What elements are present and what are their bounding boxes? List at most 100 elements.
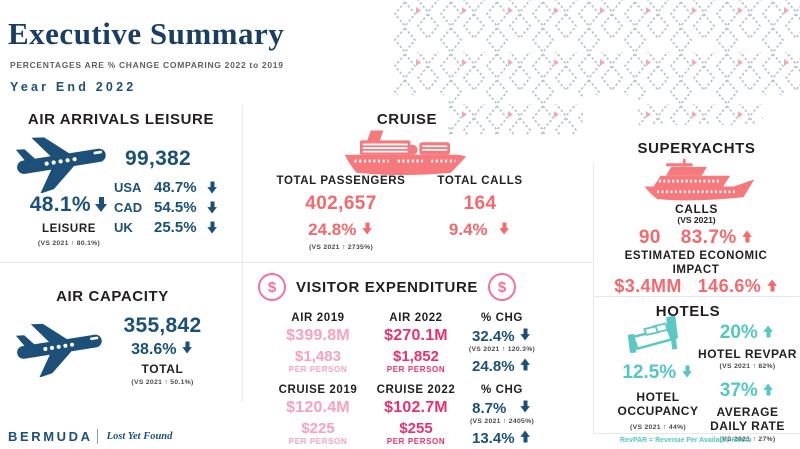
exp-cruise-2019: CRUISE 2019 $120.4M $225 PER PERSON — [248, 384, 388, 446]
cell-label: CRUISE 2022 — [376, 384, 456, 396]
cruise-ship-icon — [344, 130, 467, 176]
cell-per-label: PER PERSON — [386, 437, 446, 446]
market-name: CAD — [114, 199, 143, 215]
hotel-revpar-stat: 20% HOTEL REVPAR (VS 2021 ↑ 82%) — [695, 322, 800, 370]
down-arrow-icon — [520, 328, 530, 341]
leisure-label: LEISURE — [41, 223, 97, 235]
divider-horizontal-right-bottom — [593, 433, 800, 434]
yacht-impact-value: $3.4MM — [614, 276, 682, 296]
market-pct: 25.5% — [154, 218, 197, 236]
market-pct: 48.7% — [154, 178, 197, 196]
passengers-label: TOTAL PASSENGERS — [276, 175, 406, 187]
calls-pct: 9.4% — [448, 220, 488, 239]
brand-name: BERMUDA — [8, 429, 93, 444]
adr-label-line2: DAILY RATE — [710, 419, 785, 434]
down-arrow-icon — [681, 365, 692, 378]
revpar-pct: 20% — [719, 322, 758, 343]
occupancy-vs-note: (VS 2021 ↑ 44%) — [630, 423, 686, 431]
diamond-pattern-decoration — [393, 0, 800, 135]
hotel-adr-stat: 37% AVERAGE DAILY RATE (VS 2021 ↑ 27%) — [695, 380, 800, 443]
cell-per-label: PER PERSON — [288, 365, 348, 374]
down-arrow-icon — [182, 341, 192, 354]
passengers-value: 402,657 — [305, 193, 377, 214]
airplane-icon — [15, 323, 102, 377]
air-arrivals-leisure-pct: 48.1% — [14, 193, 124, 217]
superyachts-title: SUPERYACHTS — [637, 140, 756, 157]
yacht-calls-pct: 83.7% — [680, 227, 737, 248]
cruise-passengers: TOTAL PASSENGERS 402,657 24.8% (VS 2021 … — [266, 175, 416, 251]
divider-vertical-right — [593, 162, 594, 433]
cell-label: AIR 2019 — [291, 312, 345, 324]
air-arrivals-title: AIR ARRIVALS LEISURE — [27, 111, 215, 128]
chg-pct-2: 24.8% — [472, 358, 515, 375]
exp-air-2022: AIR 2022 $270.1M $1,852 PER PERSON — [346, 312, 486, 374]
yacht-impact-pct: 146.6% — [697, 276, 762, 296]
dollar-icon: $ — [258, 273, 286, 301]
brand-divider — [96, 429, 98, 444]
chg-label: % CHG — [481, 312, 523, 324]
page-title: Executive Summary — [8, 16, 285, 51]
exp-cruise-2022: CRUISE 2022 $102.7M $255 PER PERSON — [346, 384, 486, 446]
yacht-calls-label: CALLS — [675, 202, 718, 216]
air-capacity-stats: 355,842 38.6% TOTAL (VS 2021 ↑ 50.1%) — [100, 314, 225, 386]
air-capacity-section: AIR CAPACITY 355,842 38.6% TOT — [0, 282, 242, 402]
yacht-impact-label: ESTIMATED ECONOMIC IMPACT — [624, 250, 768, 276]
cell-per-person: $1,852 — [393, 348, 439, 365]
superyacht-icon — [644, 158, 755, 201]
chg-pct-2: 13.4% — [472, 430, 515, 447]
passengers-vs-note: (VS 2021 ↑ 2735%) — [308, 244, 374, 251]
air-arrivals-total: 99,382 — [124, 147, 192, 170]
up-arrow-icon — [742, 230, 753, 243]
page-subtitle: PERCENTAGES ARE % CHANGE COMPARING 2022 … — [10, 60, 284, 70]
market-row: USA 48.7% — [114, 177, 219, 197]
cell-label: CRUISE 2019 — [278, 384, 358, 396]
down-arrow-icon — [362, 222, 372, 235]
market-name: USA — [114, 179, 142, 195]
occupancy-label-line1: HOTEL — [636, 390, 680, 404]
cruise-calls: TOTAL CALLS 164 9.4% — [420, 175, 540, 240]
down-arrow-icon — [207, 181, 217, 193]
superyachts-section: SUPERYACHTS CALLS (VS 2021) 90 83.7% EST — [593, 138, 800, 296]
revpar-label: HOTEL REVPAR — [698, 347, 797, 361]
cruise-section: CRUISE TOTAL PASSENGERS 402,657 — [242, 105, 593, 262]
cell-amount: $102.7M — [384, 399, 448, 416]
cell-per-person: $225 — [301, 420, 335, 437]
adr-label-line1: AVERAGE — [716, 405, 779, 419]
bed-icon — [627, 316, 678, 354]
up-arrow-icon — [766, 279, 777, 292]
yacht-impact-stats: $3.4MM 146.6% — [593, 276, 800, 297]
hotels-title: HOTELS — [655, 303, 721, 320]
occupancy-pct: 12.5% — [622, 362, 677, 383]
market-row: CAD 54.5% — [114, 197, 219, 217]
down-arrow-icon — [207, 201, 217, 213]
cell-amount: $399.8M — [286, 327, 350, 344]
market-pct: 54.5% — [154, 198, 197, 216]
cell-per-label: PER PERSON — [288, 437, 348, 446]
air-capacity-total: 355,842 — [123, 314, 202, 337]
adr-pct: 37% — [719, 380, 758, 401]
cell-per-person: $255 — [399, 420, 433, 437]
yacht-calls-value: 90 — [638, 227, 661, 248]
cell-label: AIR 2022 — [389, 312, 443, 324]
bermuda-logo: BERMUDA Lost Yet Found — [8, 429, 172, 444]
air-capacity-label: TOTAL — [141, 362, 184, 376]
occupancy-label-line2: OCCUPANCY — [617, 404, 699, 419]
chg-pct-1: 32.4% — [472, 328, 515, 345]
leisure-vs-note: (VS 2021 ↑ 80.1%) — [37, 240, 101, 247]
up-arrow-icon — [520, 358, 530, 371]
calls-value: 164 — [463, 193, 497, 214]
chg-label: % CHG — [481, 384, 523, 396]
exp-air-2019: AIR 2019 $399.8M $1,483 PER PERSON — [248, 312, 388, 374]
cell-per-label: PER PERSON — [386, 365, 446, 374]
chg-vs-note: (VS 2021 ↑ 120.3%) — [468, 346, 536, 353]
cruise-title: CRUISE — [376, 111, 438, 128]
down-arrow-icon — [499, 222, 509, 235]
divider-vertical-left — [242, 106, 243, 402]
revpar-vs-note: (VS 2021 ↑ 82%) — [719, 363, 776, 371]
exp-cruise-chg: % CHG 8.7% (VS 2021 ↑ 2405%) 13.4% — [438, 384, 566, 448]
exp-air-chg: % CHG 32.4% (VS 2021 ↑ 120.3%) 24.8% — [438, 312, 566, 376]
brand-tagline: Lost Yet Found — [106, 431, 173, 442]
leisure-pct-value: 48.1% — [29, 193, 91, 216]
air-capacity-title: AIR CAPACITY — [56, 288, 169, 305]
air-arrivals-markets: USA 48.7% CAD 54.5% UK 25.5% — [114, 177, 219, 237]
